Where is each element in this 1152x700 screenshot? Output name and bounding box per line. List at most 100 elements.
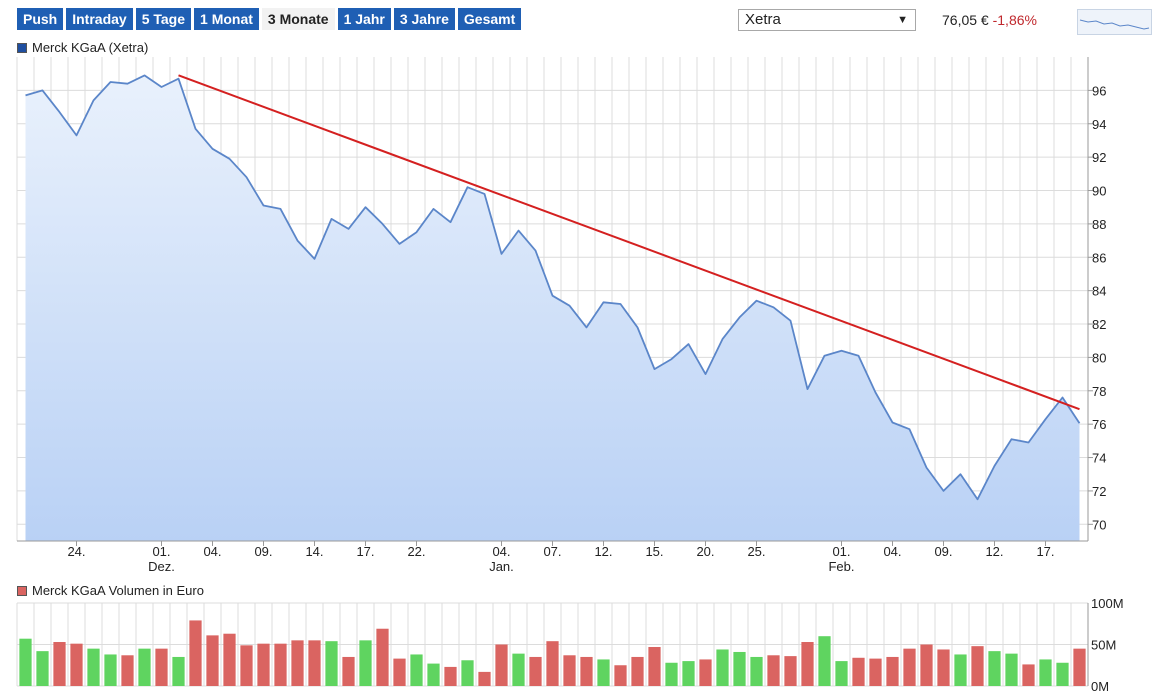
chart-thumbnail-sparkline [1079,19,1150,30]
price-x-tick-label: 17. [356,544,374,559]
volume-y-tick-label: 50M [1091,638,1116,653]
volume-bar [410,654,423,686]
tab-1-monat[interactable]: 1 Monat [194,8,259,30]
volume-bar [988,651,1001,686]
volume-bar [716,649,729,686]
volume-bar [189,620,202,686]
volume-bar [750,656,763,686]
price-y-tick-label: 86 [1092,250,1106,265]
volume-bar [53,642,66,686]
price-x-tick-label: 25. [747,544,765,559]
volume-bar [699,659,712,686]
volume-bar [818,636,831,686]
volume-bar [1056,662,1069,686]
volume-bar [461,660,474,686]
price-legend: Merck KGaA (Xetra) [17,40,148,55]
volume-bar [1022,664,1035,686]
price-x-tick-label: 24. [67,544,85,559]
range-tabs: Push Intraday 5 Tage 1 Monat 3 Monate 1 … [17,8,522,30]
volume-legend-swatch [17,586,27,596]
price-x-tick-label: 04. [203,544,221,559]
volume-bar [937,649,950,686]
volume-bar [886,656,899,686]
quote-change: -1,86% [992,12,1037,28]
price-y-tick-label: 84 [1092,284,1106,299]
price-x-tick-label: 22. [407,544,425,559]
volume-bar [359,640,372,686]
price-x-tick-label: 17. [1036,544,1054,559]
tab-3-jahre[interactable]: 3 Jahre [393,8,455,30]
quote: 76,05 € -1,86% [942,12,1037,28]
caret-down-icon: ▼ [897,14,908,26]
volume-bar [495,644,508,686]
price-legend-label: Merck KGaA (Xetra) [32,40,149,55]
volume-bar [835,661,848,686]
volume-bar [308,640,321,686]
exchange-select-value: Xetra [745,11,781,28]
volume-bar [563,655,576,686]
volume-bar [376,628,389,686]
volume-bar [903,648,916,686]
volume-bar [1039,659,1052,686]
volume-bar [393,658,406,686]
price-x-tick-label: 20. [696,544,714,559]
trend-line [178,74,1080,411]
volume-legend: Merck KGaA Volumen in Euro [17,583,204,598]
price-x-tick-label: 14. [305,544,323,559]
price-y-tick-label: 76 [1092,417,1106,432]
volume-bar [104,654,117,686]
price-x-tick-label: 01. [832,544,850,559]
volume-bar [291,640,304,686]
price-x-month-label: Jan. [489,559,514,574]
volume-bar [631,656,644,686]
tab-3-monate[interactable]: 3 Monate [261,8,335,30]
tab-gesamt[interactable]: Gesamt [457,8,522,30]
quote-price: 76,05 € [942,12,989,28]
volume-bar [682,661,695,686]
tab-1-jahr[interactable]: 1 Jahr [337,8,391,30]
price-y-tick-label: 72 [1092,484,1106,499]
volume-bar [36,651,49,686]
price-y-tick-label: 96 [1092,83,1106,98]
volume-bar [784,656,797,686]
price-x-tick-label: 09. [934,544,952,559]
price-x-tick-label: 12. [594,544,612,559]
volume-bar [87,648,100,686]
volume-legend-label: Merck KGaA Volumen in Euro [32,583,204,598]
price-x-month-label: Feb. [828,559,854,574]
price-y-tick-label: 90 [1092,184,1106,199]
price-y-tick-label: 78 [1092,384,1106,399]
volume-bar [648,646,661,686]
chart-thumbnail[interactable] [1077,9,1152,35]
price-x-tick-label: 12. [985,544,1003,559]
volume-bar [580,656,593,686]
price-legend-swatch [17,43,27,53]
volume-bar [546,641,559,686]
price-y-tick-label: 74 [1092,451,1106,466]
volume-bar [19,638,32,686]
volume-bar [1073,648,1086,686]
price-y-tick-label: 94 [1092,117,1106,132]
volume-bar [257,643,270,686]
volume-y-tick-label: 100M [1091,596,1124,611]
tab-push[interactable]: Push [17,8,64,30]
price-y-tick-label: 88 [1092,217,1106,232]
exchange-select[interactable]: Xetra ▼ [738,9,916,31]
volume-bar [529,656,542,686]
volume-bar [70,643,83,686]
volume-bar [869,658,882,686]
price-x-tick-label: 04. [883,544,901,559]
volume-bar [444,666,457,686]
volume-bar [1005,653,1018,686]
volume-bar [801,642,814,686]
tab-intraday[interactable]: Intraday [66,8,133,30]
tab-5-tage[interactable]: 5 Tage [135,8,192,30]
price-y-tick-label: 92 [1092,150,1106,165]
volume-bar [920,644,933,686]
volume-bar [138,648,151,686]
volume-bar [206,635,219,686]
volume-bar [240,645,253,686]
price-x-month-label: Dez. [148,559,175,574]
price-x-tick-label: 15. [645,544,663,559]
